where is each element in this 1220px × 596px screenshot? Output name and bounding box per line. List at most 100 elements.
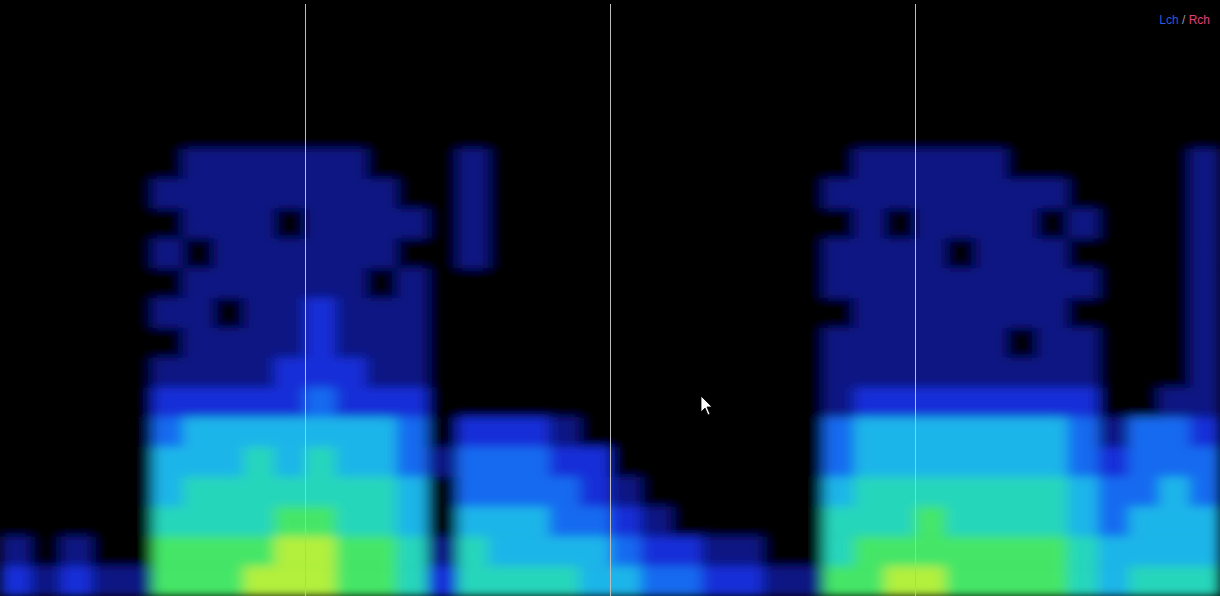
cell: [183, 119, 214, 149]
cell: [519, 238, 550, 268]
cell: [122, 238, 153, 268]
cell: [519, 89, 550, 119]
cell: [824, 179, 855, 209]
cell: [31, 417, 62, 447]
cell: [885, 89, 916, 119]
cell: [61, 387, 92, 417]
cell: [183, 507, 214, 537]
cell: [885, 179, 916, 209]
cell: [153, 268, 184, 298]
cell: [244, 179, 275, 209]
cell: [244, 566, 275, 596]
cell: [1098, 477, 1129, 507]
grid: [306, 4, 916, 596]
cell: [427, 298, 458, 328]
cell: [183, 268, 214, 298]
cell: [0, 149, 31, 179]
cell: [610, 536, 641, 566]
cell: [1190, 209, 1220, 239]
cell: [671, 179, 702, 209]
cell: [549, 0, 580, 30]
cell: [854, 298, 885, 328]
cell: [580, 149, 611, 179]
cell: [122, 60, 153, 90]
cell: [519, 477, 550, 507]
cell: [854, 447, 885, 477]
cell: [580, 298, 611, 328]
cell: [427, 0, 458, 30]
cell: [1129, 417, 1160, 447]
cell: [153, 119, 184, 149]
cell: [1037, 507, 1068, 537]
cell: [61, 149, 92, 179]
cell: [122, 298, 153, 328]
cell: [1098, 268, 1129, 298]
cell: [397, 477, 428, 507]
cell: [275, 447, 306, 477]
cell: [1190, 536, 1220, 566]
cell: [1037, 238, 1068, 268]
cell: [336, 209, 367, 239]
cell: [92, 387, 123, 417]
cell: [702, 89, 733, 119]
cell: [885, 238, 916, 268]
cell: [488, 149, 519, 179]
cell: [92, 60, 123, 90]
cell: [976, 149, 1007, 179]
cell: [854, 536, 885, 566]
cell: [488, 417, 519, 447]
cell: [854, 477, 885, 507]
cell: [1007, 536, 1038, 566]
cell: [885, 298, 916, 328]
cell: [610, 477, 641, 507]
cell: [1098, 89, 1129, 119]
cell: [0, 328, 31, 358]
cell: [1129, 209, 1160, 239]
cell: [702, 238, 733, 268]
cell: [702, 477, 733, 507]
cell: [1190, 447, 1220, 477]
cell: [1190, 30, 1220, 60]
cell: [31, 179, 62, 209]
cell: [488, 60, 519, 90]
cell: [793, 507, 824, 537]
cell: [244, 0, 275, 30]
cell: [305, 507, 336, 537]
cell: [1159, 30, 1190, 60]
cell: [1159, 60, 1190, 90]
cell: [824, 536, 855, 566]
cell: [183, 179, 214, 209]
cell: [610, 0, 641, 30]
cell: [31, 387, 62, 417]
cell: [793, 566, 824, 596]
cell: [854, 358, 885, 388]
cell: [488, 0, 519, 30]
cell: [244, 417, 275, 447]
cell: [610, 238, 641, 268]
cell: [61, 60, 92, 90]
cell: [580, 447, 611, 477]
cell: [92, 477, 123, 507]
cell: [275, 358, 306, 388]
cell: [1190, 60, 1220, 90]
cell: [92, 119, 123, 149]
cell: [732, 507, 763, 537]
legend-separator: /: [1179, 13, 1189, 27]
cell: [519, 328, 550, 358]
cell: [397, 536, 428, 566]
cell: [824, 149, 855, 179]
cell: [92, 149, 123, 179]
cell: [61, 447, 92, 477]
cell: [427, 179, 458, 209]
cell: [1068, 89, 1099, 119]
cell: [183, 89, 214, 119]
cell: [824, 268, 855, 298]
cell: [610, 328, 641, 358]
cell: [458, 387, 489, 417]
cell: [397, 89, 428, 119]
cell: [854, 328, 885, 358]
cell: [183, 477, 214, 507]
cell: [1190, 328, 1220, 358]
cell: [763, 149, 794, 179]
cell: [671, 209, 702, 239]
